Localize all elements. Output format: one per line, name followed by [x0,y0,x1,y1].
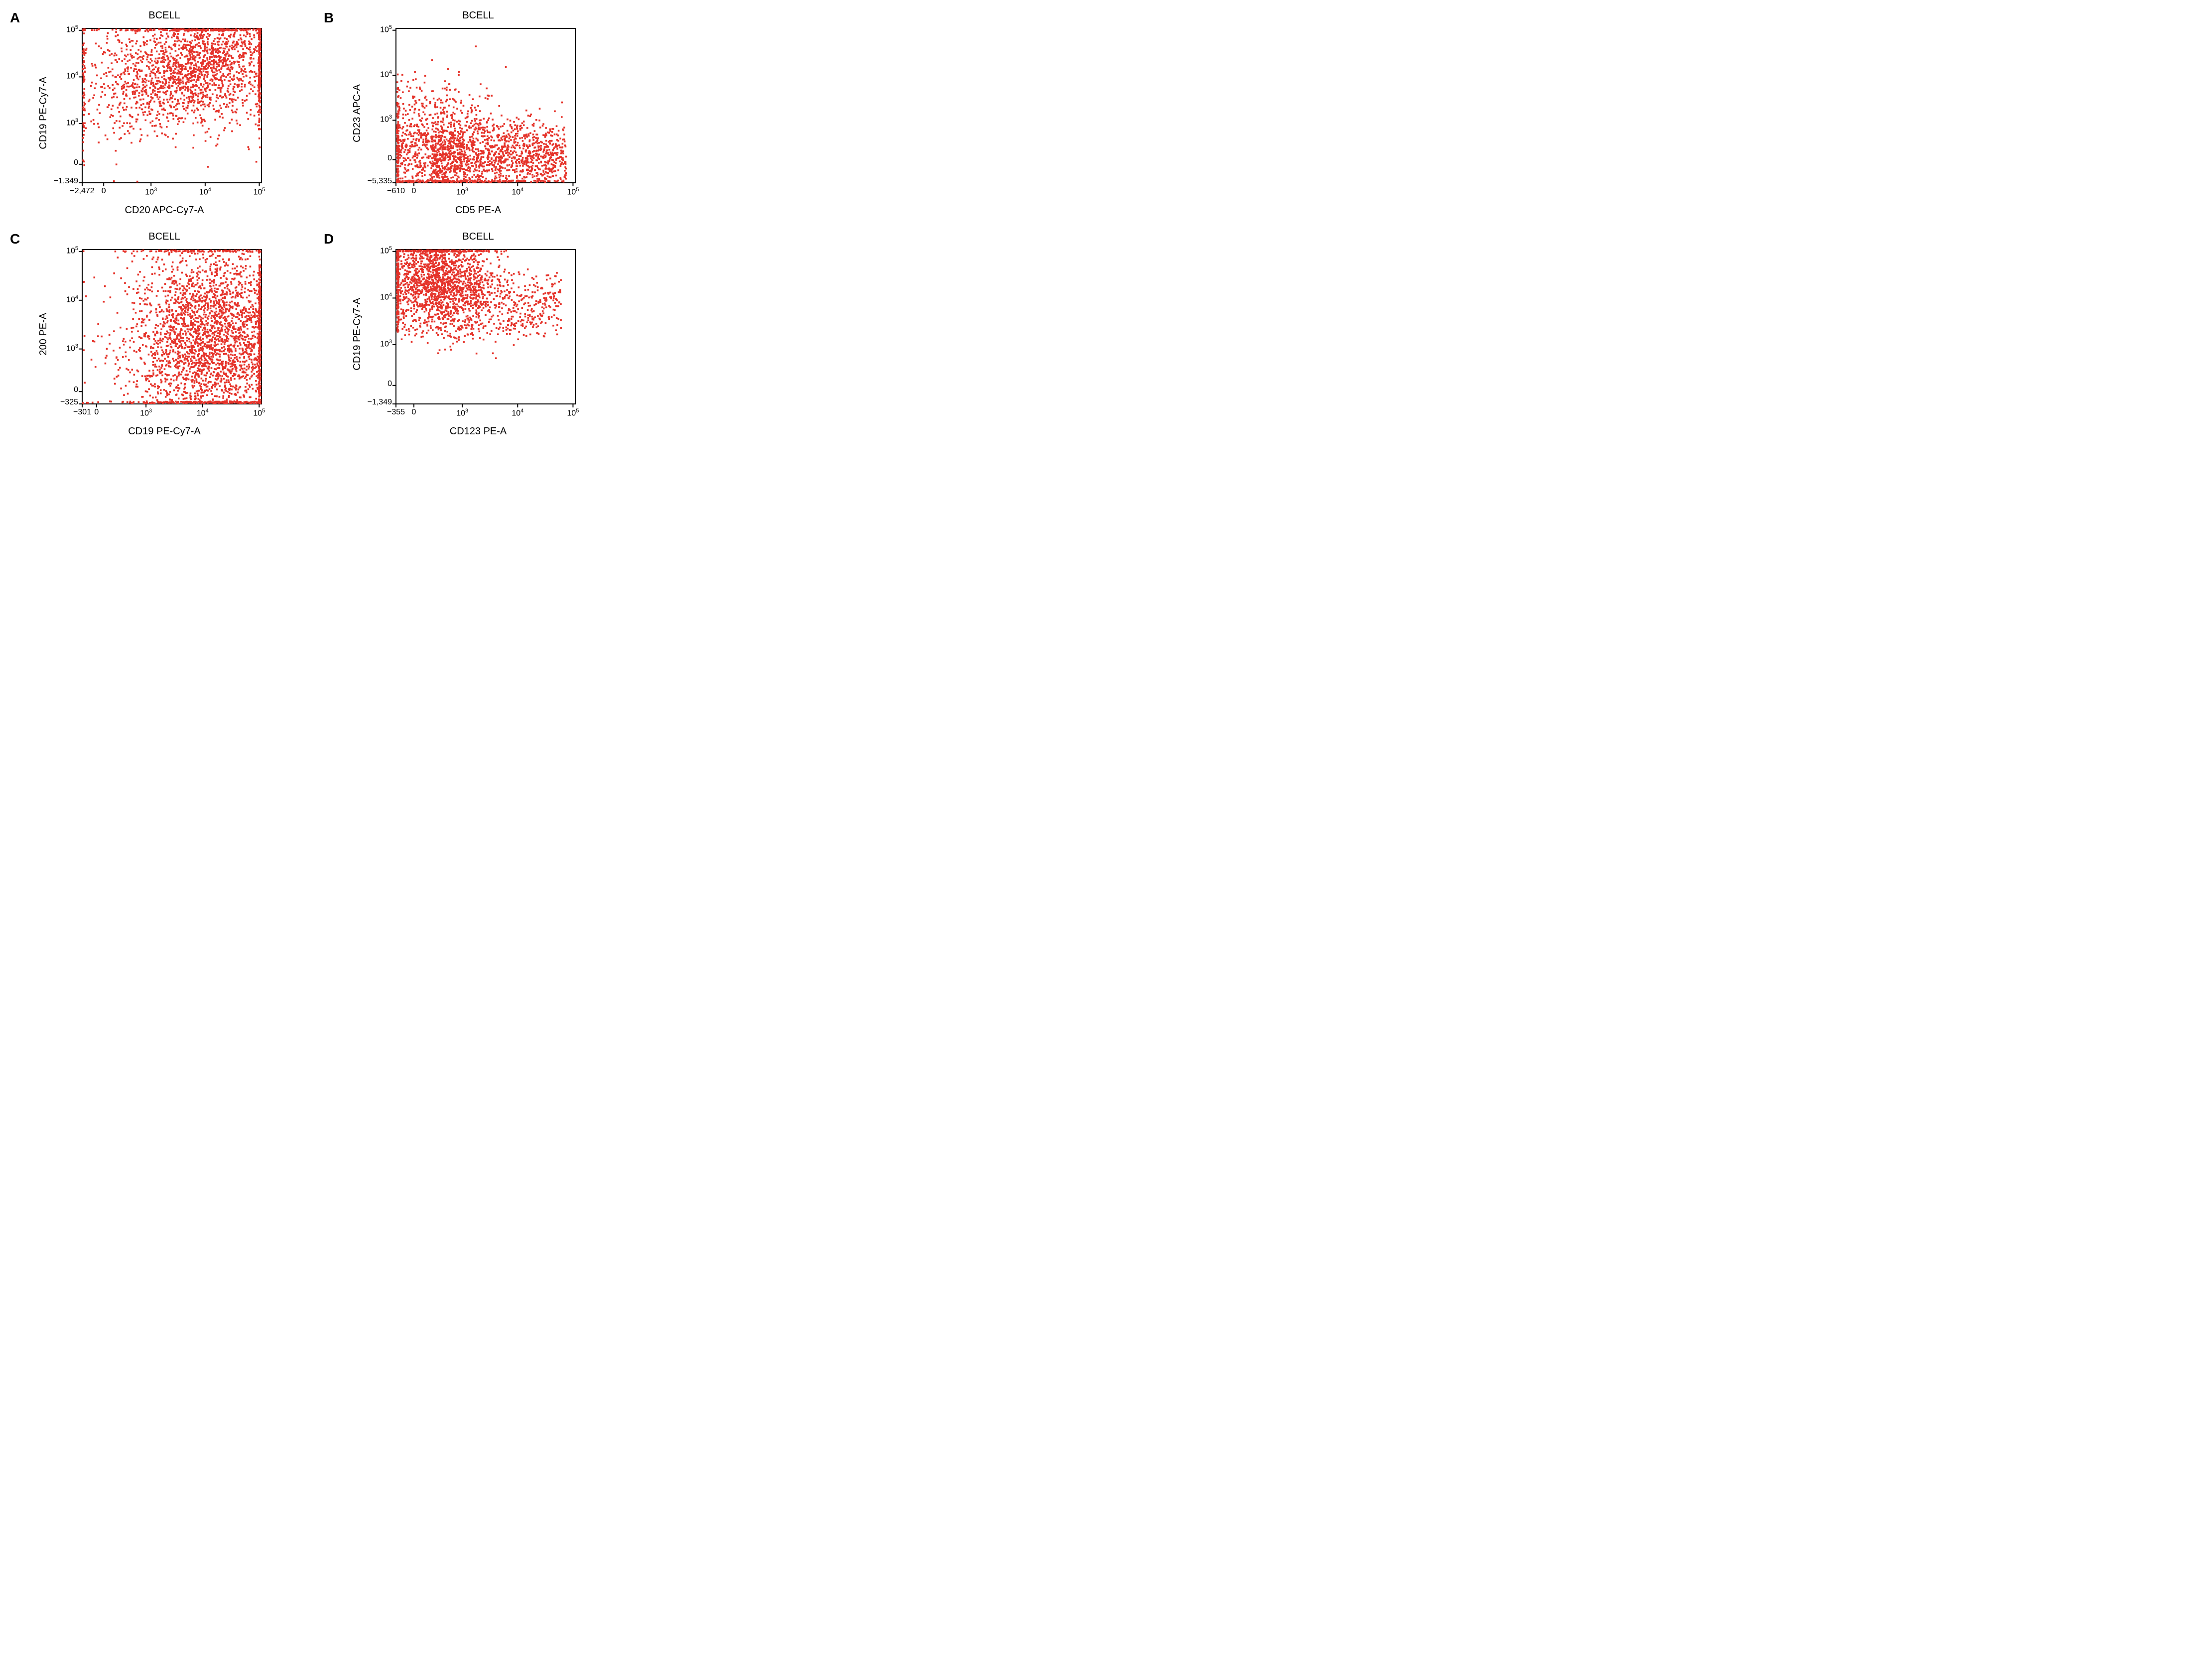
x-tick-label: 103 [442,408,482,418]
x-tick-label: 105 [553,187,580,197]
panel-letter: D [324,231,334,247]
figure-grid: ABCELLCD19 PE-Cy7-A−2,4720103104105−1,34… [10,10,608,437]
plot-title: BCELL [148,10,180,21]
y-tick-label: 105 [366,246,392,256]
y-tick-label: −1,349 [52,177,78,186]
x-tick-label: 103 [126,408,166,418]
panel-letter: A [10,10,20,26]
y-tick-label: 0 [366,154,392,163]
y-tick-label: 103 [366,114,392,124]
x-axis-label: CD123 PE-A [450,426,507,437]
y-tick-label: 104 [52,294,78,304]
plot-title: BCELL [462,10,494,21]
x-tick-label: 104 [498,408,537,418]
y-tick-label: 104 [366,292,392,302]
plot-title: BCELL [148,231,180,243]
y-tick-label: 103 [366,339,392,349]
x-axis-label: CD19 PE-Cy7-A [128,426,201,437]
x-tick-label: 105 [239,408,266,418]
x-tick-label: 104 [185,187,225,197]
x-tick-label: 103 [131,187,171,197]
scatter-plot: −3550103104105−1,3490103104105 [366,245,580,424]
panel-letter: C [10,231,20,247]
x-tick-label: 0 [394,408,434,417]
panel-letter: B [324,10,334,26]
x-tick-label: 105 [553,408,580,418]
x-tick-label: 104 [182,408,222,418]
y-tick-label: 105 [366,24,392,34]
y-tick-label: 105 [52,24,78,34]
y-tick-label: 0 [366,380,392,388]
y-tick-label: 104 [366,69,392,79]
x-tick-label: 104 [498,187,537,197]
y-tick-label: −1,349 [366,398,392,407]
x-axis-label: CD5 PE-A [455,205,501,216]
y-axis-label: CD19 PE-Cy7-A [38,77,49,149]
x-axis-label: CD20 APC-Cy7-A [125,205,204,216]
y-axis-label: CD19 PE-Cy7-A [352,298,363,371]
panel-A: ABCELLCD19 PE-Cy7-A−2,4720103104105−1,34… [10,10,294,216]
y-tick-label: 0 [52,158,78,167]
y-tick-label: 103 [52,118,78,128]
y-tick-label: −5,335 [366,177,392,186]
scatter-plot: −3010103104105−3250103104105 [52,245,266,424]
y-axis-label: 200 PE-A [38,313,49,356]
panel-D: DBCELLCD19 PE-Cy7-A−3550103104105−1,3490… [324,231,608,437]
scatter-plot: −6100103104105−5,3350103104105 [366,23,580,203]
scatter-plot: −2,4720103104105−1,3490103104105 [52,23,266,203]
x-tick-label: 0 [84,187,124,196]
x-tick-label: 0 [76,408,116,417]
panel-B: BBCELLCD23 APC-A−6100103104105−5,3350103… [324,10,608,216]
y-tick-label: 103 [52,343,78,353]
plot-title: BCELL [462,231,494,243]
x-tick-label: 0 [394,187,434,196]
y-tick-label: 105 [52,246,78,256]
y-tick-label: 0 [52,386,78,394]
y-tick-label: 104 [52,71,78,81]
x-tick-label: 103 [442,187,482,197]
panel-C: CBCELL200 PE-A−3010103104105−32501031041… [10,231,294,437]
y-axis-label: CD23 APC-A [352,84,363,142]
x-tick-label: 105 [239,187,266,197]
y-tick-label: −325 [52,398,78,407]
